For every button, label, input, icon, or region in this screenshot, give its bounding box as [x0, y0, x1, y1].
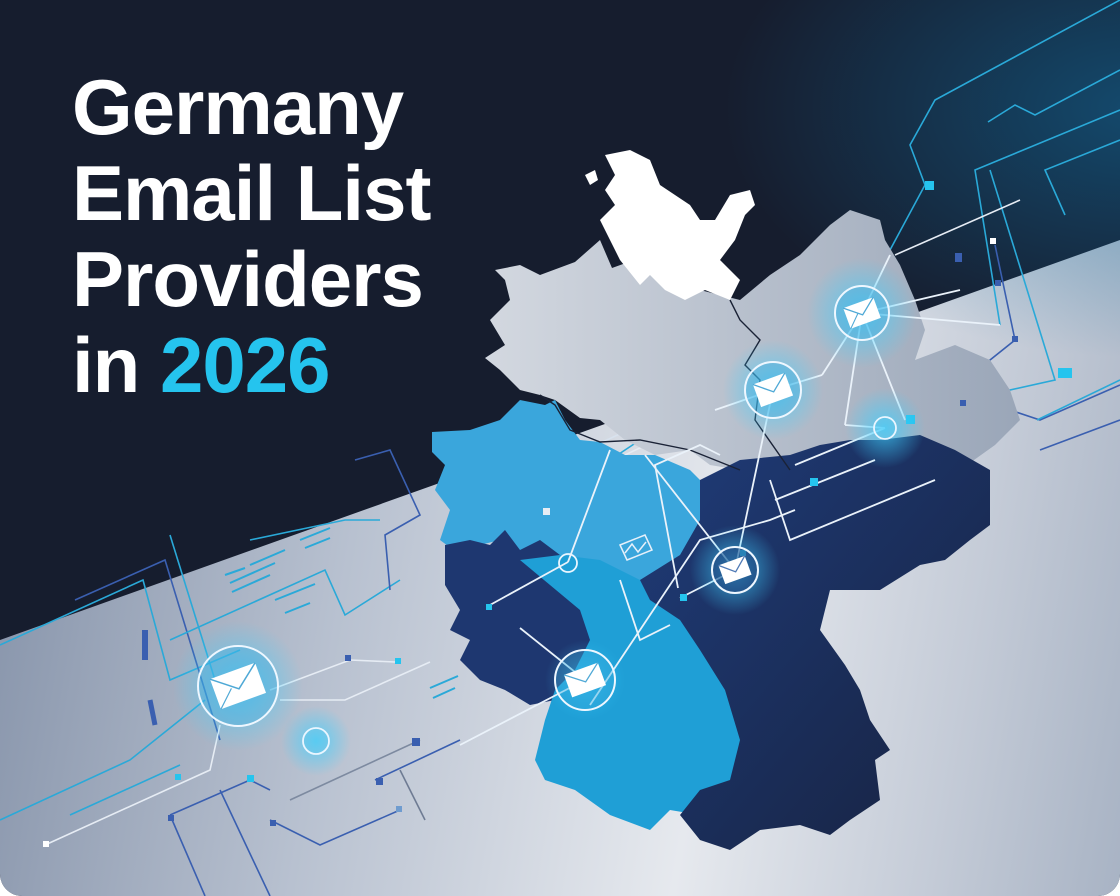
envelope-icon — [744, 361, 802, 419]
title-line-1: Germany — [72, 63, 404, 151]
envelope-hubs — [197, 285, 890, 727]
map-regions — [432, 150, 1020, 850]
chart-icon — [618, 534, 654, 561]
envelope-icon — [197, 645, 279, 727]
title-year-accent: 2026 — [160, 321, 331, 409]
map-region-west — [432, 400, 720, 610]
map-region-schleswig-holstein — [600, 150, 755, 300]
title-line-2: Email List — [72, 149, 431, 237]
title-line-4: in 2026 — [72, 322, 430, 408]
envelope-icon — [711, 546, 759, 594]
page-title: Germany Email List Providers in 2026 — [72, 63, 431, 408]
title-line-3: Providers — [72, 235, 424, 323]
envelope-icon — [834, 285, 890, 341]
envelope-icon — [554, 649, 616, 711]
title-prefix: in — [72, 321, 160, 409]
hub-rings — [302, 416, 897, 755]
